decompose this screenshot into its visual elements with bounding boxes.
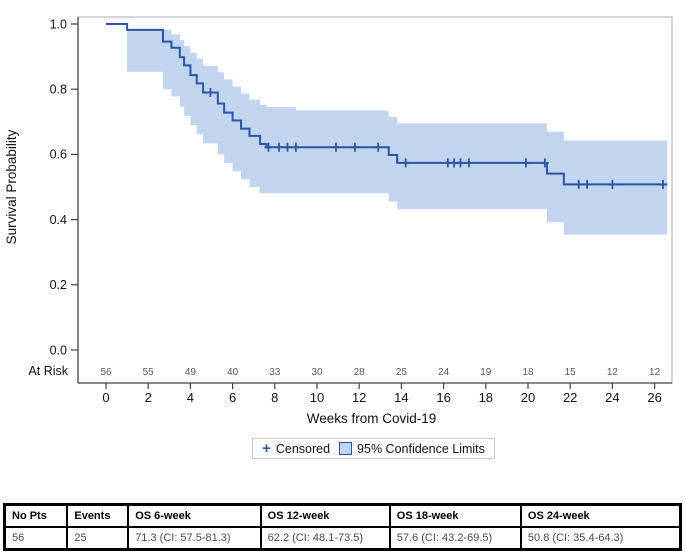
y-axis-ticks: 0.0 0.2 0.4 0.6 0.8 1.0 xyxy=(50,17,78,357)
legend-box: + Censored 95% Confidence Limits xyxy=(252,438,495,459)
at-risk-count: 33 xyxy=(269,367,281,378)
survival-curve xyxy=(106,23,668,186)
x-tick-label: 2 xyxy=(145,390,152,405)
table-header-row: No Pts Events OS 6-week OS 12-week OS 18-wee… xyxy=(3,503,682,528)
legend-item-censored: + Censored xyxy=(262,441,330,456)
legend-item-confidence: 95% Confidence Limits xyxy=(339,442,485,456)
at-risk-label: At Risk xyxy=(28,364,68,378)
outcome-summary-table: No Pts Events OS 6-week OS 12-week OS 18-wee… xyxy=(3,503,682,551)
y-tick-label: 1.0 xyxy=(50,17,67,31)
x-tick-label: 18 xyxy=(479,390,493,405)
x-tick-label: 22 xyxy=(563,390,577,405)
table-header-cell: OS 24-week xyxy=(519,503,682,528)
x-tick-label: 6 xyxy=(229,390,236,405)
legend-censored-label: Censored xyxy=(275,441,331,456)
table-header-cell: OS 6-week xyxy=(127,503,262,528)
table-data-cell: 71.3 (CI: 57.5-81.3) xyxy=(127,526,262,551)
x-tick-label: 16 xyxy=(436,390,450,405)
at-risk-count: 30 xyxy=(311,367,323,378)
censor-marks xyxy=(206,87,668,189)
table-header-cell: No Pts xyxy=(3,503,69,528)
censored-plus-icon: + xyxy=(262,440,271,457)
table-header-cell: OS 12-week xyxy=(259,503,391,528)
table-data-cell: 25 xyxy=(66,526,130,551)
at-risk-count: 24 xyxy=(438,367,450,378)
at-risk-count: 19 xyxy=(480,367,492,378)
table-row: 56 25 71.3 (CI: 57.5-81.3) 62.2 (CI: 48.1-7… xyxy=(3,526,682,551)
at-risk-row: At Risk 56 55 49 40 33 30 28 25 24 19 18 15 12 12 xyxy=(28,364,660,378)
at-risk-count: 18 xyxy=(522,367,534,378)
summary-table-wrap: No Pts Events OS 6-week OS 12-week OS 18-wee… xyxy=(3,503,682,551)
confidence-band-swatch-icon xyxy=(339,442,353,455)
x-tick-label: 20 xyxy=(521,390,535,405)
table-data-cell: 56 xyxy=(3,526,69,551)
km-chart-area: 0.0 0.2 0.4 0.6 0.8 1.0 0 2 4 6 8 10 12 14 16 18 20 22 24 2… xyxy=(0,16,685,459)
y-tick-label: 0.6 xyxy=(50,148,67,162)
y-tick-label: 0.0 xyxy=(50,343,67,357)
at-risk-count: 56 xyxy=(100,367,112,378)
x-axis-ticks: 0 2 4 6 8 10 12 14 16 18 20 22 24 26 xyxy=(102,383,662,405)
x-tick-label: 10 xyxy=(310,390,324,405)
x-tick-label: 14 xyxy=(394,390,408,405)
at-risk-count: 40 xyxy=(227,367,239,378)
table-header-cell: Events xyxy=(66,503,130,528)
x-axis-title: Weeks from Covid-19 xyxy=(306,411,437,426)
y-tick-label: 0.4 xyxy=(50,213,67,227)
at-risk-count: 28 xyxy=(354,367,366,378)
at-risk-count: 15 xyxy=(565,367,577,378)
table-data-cell: 57.6 (CI: 43.2-69.5) xyxy=(388,526,522,551)
at-risk-count: 12 xyxy=(607,367,619,378)
x-tick-label: 12 xyxy=(352,390,366,405)
y-axis-title: Survival Probability xyxy=(4,129,19,244)
at-risk-count: 49 xyxy=(185,367,197,378)
x-tick-label: 0 xyxy=(102,390,109,405)
legend-confidence-label: 95% Confidence Limits xyxy=(357,441,485,456)
table-data-cell: 62.2 (CI: 48.1-73.5) xyxy=(259,526,391,551)
x-tick-label: 8 xyxy=(271,390,278,405)
x-tick-label: 4 xyxy=(187,390,194,405)
table-data-cell: 50.8 (CI: 35.4-64.3) xyxy=(519,526,682,551)
at-risk-count: 25 xyxy=(396,367,408,378)
at-risk-count: 12 xyxy=(649,367,661,378)
x-tick-label: 24 xyxy=(605,390,619,405)
confidence-band xyxy=(127,29,668,235)
km-survival-plot: 0.00.20.40.60.81.00 2 4 6 8 10 12 14 16 18 20 22 24 2… xyxy=(4,16,673,405)
at-risk-count: 55 xyxy=(143,367,155,378)
legend: + Censored 95% Confidence Limits xyxy=(0,438,685,459)
table-header-cell: OS 18-week xyxy=(388,503,522,528)
x-tick-label: 26 xyxy=(647,390,661,405)
y-tick-label: 0.2 xyxy=(50,278,67,292)
y-tick-label: 0.8 xyxy=(50,83,67,97)
